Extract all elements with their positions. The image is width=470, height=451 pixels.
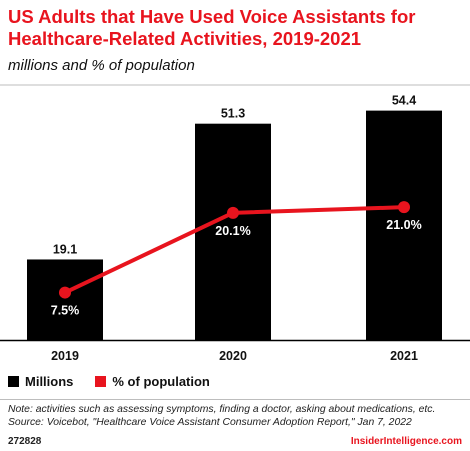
- population-label-2020: 20.1%: [215, 224, 250, 238]
- x-tick-label-2020: 2020: [219, 349, 247, 363]
- note-text: Note: activities such as assessing sympt…: [8, 404, 436, 415]
- bar-2019: [27, 259, 103, 340]
- legend: Millions % of population: [8, 372, 232, 390]
- x-tick-label-2019: 2019: [51, 349, 79, 363]
- legend-swatch-millions: [8, 375, 19, 387]
- legend-item-millions: Millions: [8, 374, 73, 389]
- chart-title: US Adults that Have Used Voice Assistant…: [8, 6, 416, 49]
- population-label-2021: 21.0%: [386, 218, 421, 232]
- x-tick-label-2021: 2021: [390, 349, 418, 363]
- population-point-2021: [398, 201, 410, 214]
- legend-swatch-population: [95, 375, 107, 387]
- legend-label-millions: Millions: [25, 373, 74, 389]
- population-label-2019: 7.5%: [51, 304, 80, 318]
- chart-id: 272828: [8, 436, 42, 447]
- bar-label-2019: 19.1: [53, 242, 77, 256]
- bar-label-2021: 54.4: [392, 94, 416, 108]
- notes: Note: activities such as assessing sympt…: [8, 403, 468, 429]
- notes-divider: [0, 399, 470, 400]
- population-point-2019: [59, 286, 71, 299]
- source-text: Source: Voicebot, "Healthcare Voice Assi…: [8, 417, 412, 428]
- legend-label-population: % of population: [112, 373, 210, 389]
- brand-link[interactable]: InsiderIntelligence.com: [350, 436, 462, 447]
- bar-2021: [366, 110, 442, 340]
- chart-subtitle: millions and % of population: [8, 57, 195, 74]
- bar-label-2020: 51.3: [221, 107, 245, 121]
- population-point-2020: [227, 206, 239, 219]
- chart-area: 19.1 51.3 54.4 2019 2020 2021 7.5% 20.1% 21.0%: [0, 84, 470, 363]
- legend-item-population: % of population: [95, 373, 210, 389]
- bar-2020: [195, 123, 271, 340]
